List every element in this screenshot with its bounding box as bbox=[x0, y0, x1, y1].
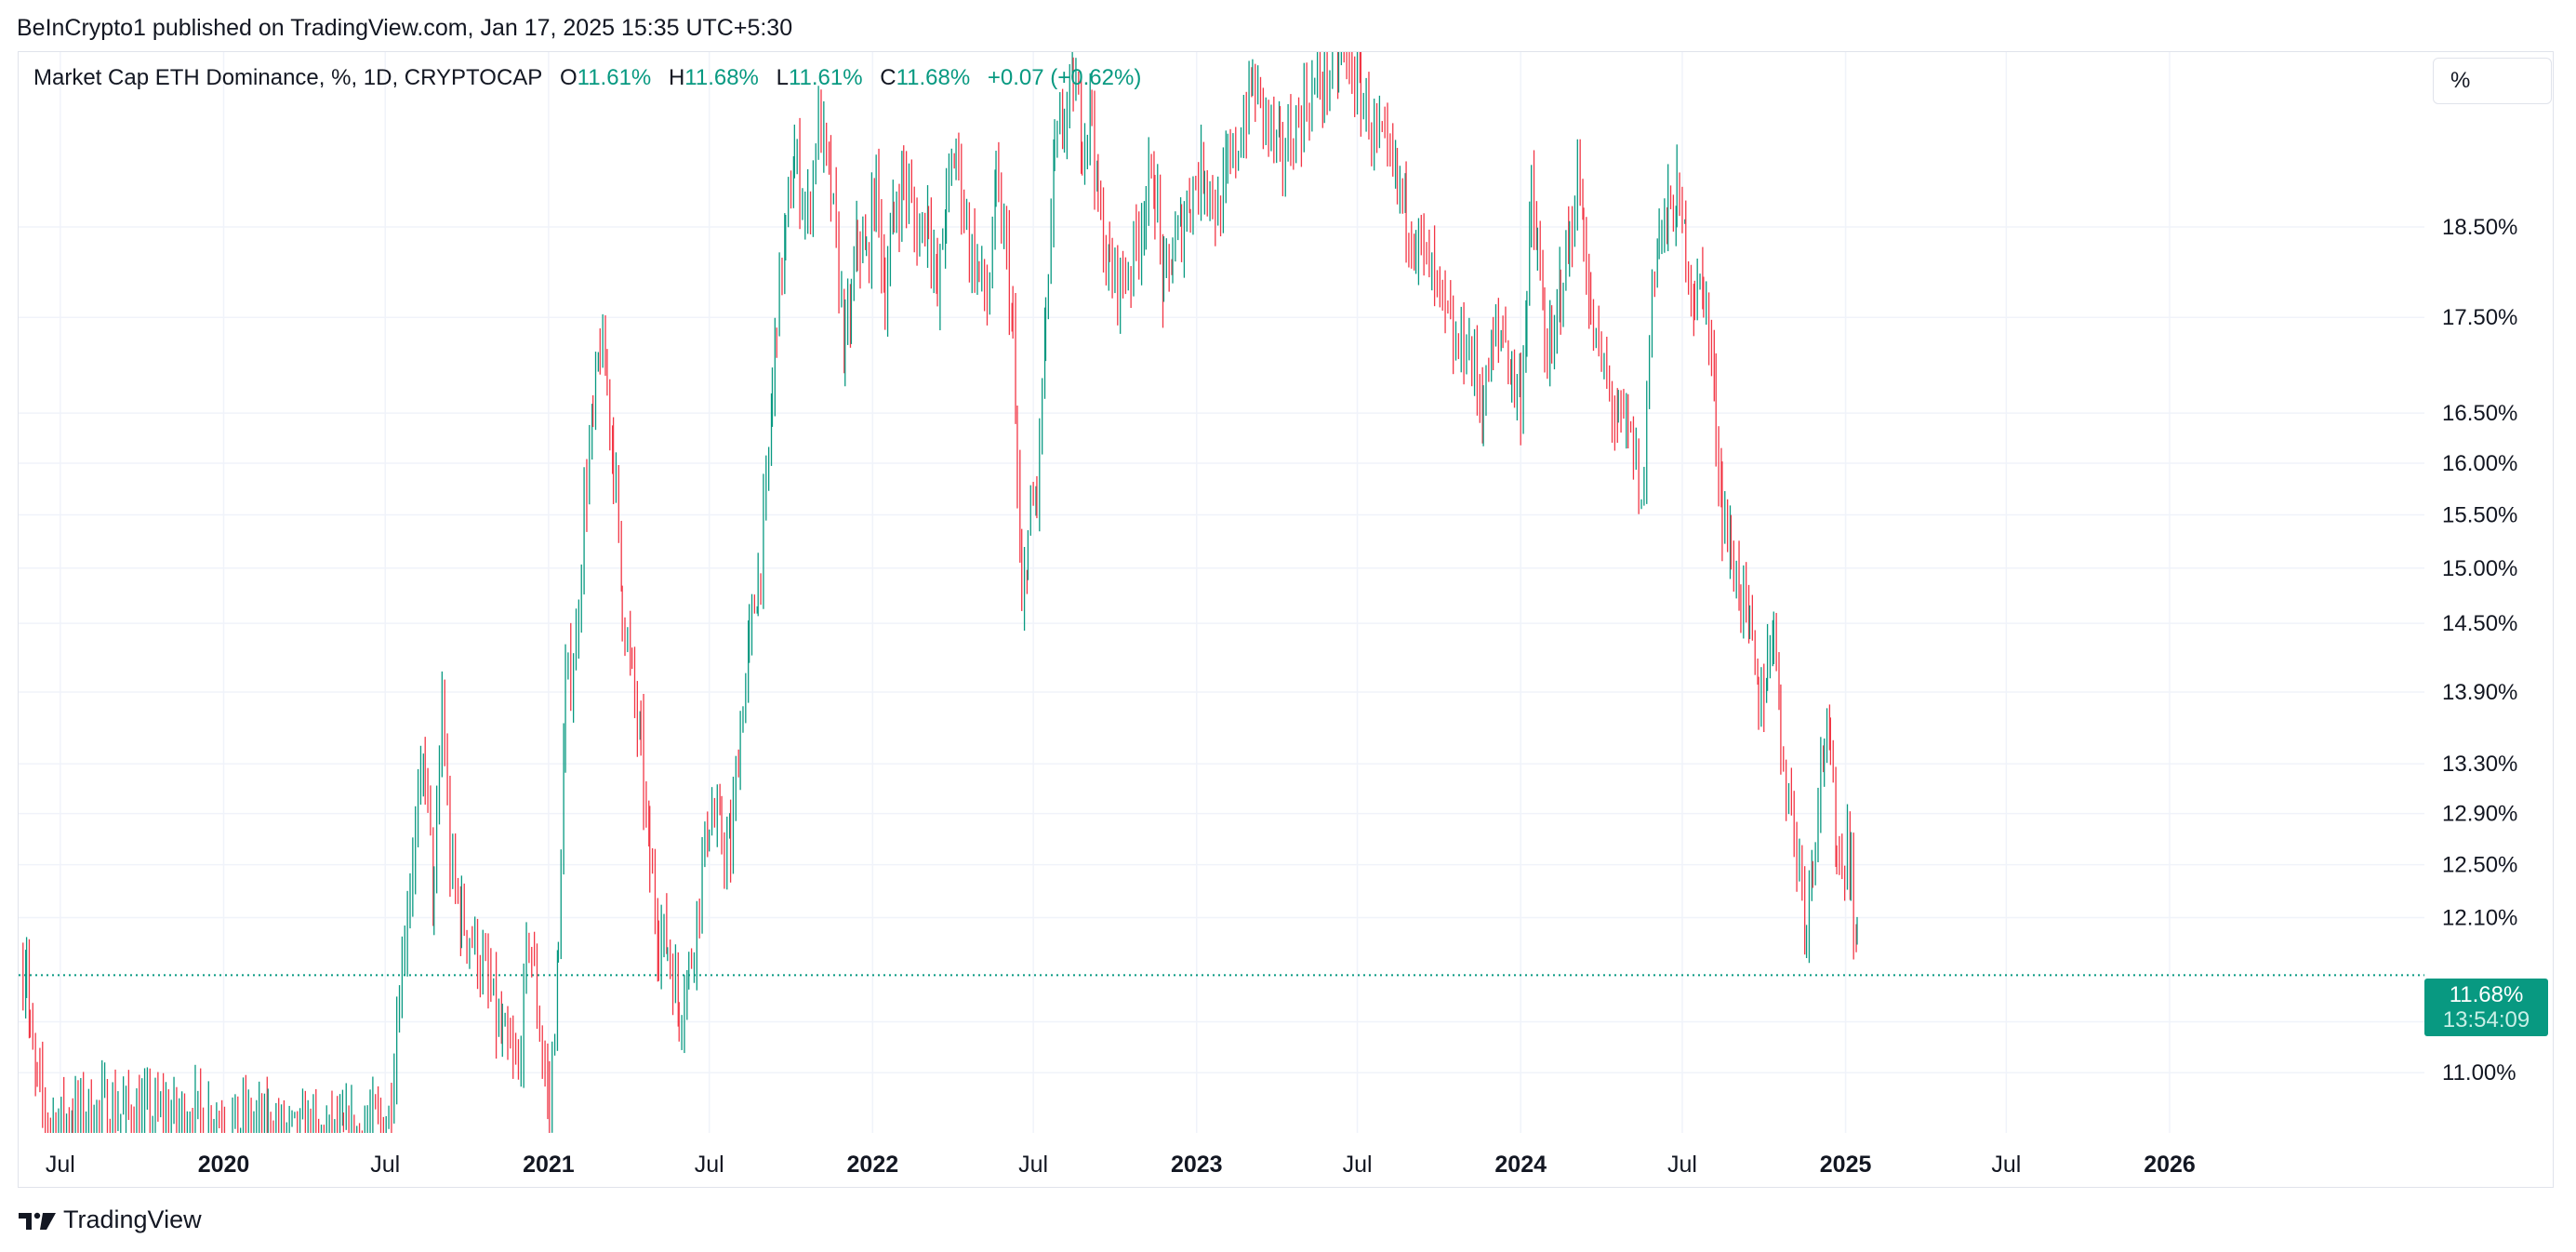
x-tick-label: 2021 bbox=[523, 1152, 575, 1178]
x-tick-label: Jul bbox=[370, 1152, 400, 1178]
scale-mode-button[interactable]: % bbox=[2433, 58, 2552, 104]
footer-brand: TradingView bbox=[63, 1205, 202, 1233]
y-tick-label: 18.50% bbox=[2442, 215, 2517, 240]
x-tick-label: Jul bbox=[1991, 1152, 2021, 1178]
price-axis[interactable]: 18.50% 17.50% 16.50% 16.00% 15.50% 15.00% 14.5… bbox=[2442, 215, 2517, 1086]
x-tick-label: Jul bbox=[1343, 1152, 1373, 1178]
chart-legend: Market Cap ETH Dominance, %, 1D, CRYPTOC… bbox=[33, 65, 1141, 91]
tradingview-logo[interactable]: TradingView bbox=[19, 1205, 202, 1234]
y-tick-label: 12.90% bbox=[2442, 802, 2517, 827]
y-tick-label: 15.50% bbox=[2442, 502, 2517, 527]
current-price-tag: 11.68% 13:54:09 bbox=[2424, 979, 2548, 1036]
y-tick-label: 16.50% bbox=[2442, 401, 2517, 426]
x-tick-label: Jul bbox=[1667, 1152, 1697, 1178]
x-tick-label: Jul bbox=[46, 1152, 75, 1178]
y-tick-label: 11.00% bbox=[2442, 1060, 2516, 1086]
x-tick-label: 2022 bbox=[847, 1152, 899, 1178]
legend-close-label: C bbox=[880, 65, 896, 90]
x-tick-label: Jul bbox=[1018, 1152, 1048, 1178]
x-tick-label: 2023 bbox=[1171, 1152, 1223, 1178]
legend-title: Market Cap ETH Dominance, %, 1D, CRYPTOC… bbox=[33, 65, 543, 90]
candles bbox=[22, 52, 1858, 1133]
chart-frame bbox=[18, 51, 2554, 1188]
legend-close-value: 11.68% bbox=[896, 65, 971, 90]
x-tick-label: 2020 bbox=[198, 1152, 250, 1178]
grid-lines bbox=[19, 52, 2424, 1133]
legend-low-label: L bbox=[776, 65, 789, 90]
y-tick-label: 12.50% bbox=[2442, 853, 2517, 878]
y-tick-label: 13.90% bbox=[2442, 680, 2517, 705]
legend-change-value: +0.07 (+0.62%) bbox=[987, 65, 1142, 90]
x-tick-label: 2025 bbox=[1820, 1152, 1872, 1178]
current-price-value: 11.68% bbox=[2449, 982, 2524, 1007]
y-tick-label: 17.50% bbox=[2442, 305, 2517, 330]
y-tick-label: 16.00% bbox=[2442, 451, 2517, 476]
legend-high-value: 11.68% bbox=[684, 65, 759, 90]
legend-high-label: H bbox=[668, 65, 685, 90]
x-tick-label: 2026 bbox=[2144, 1152, 2196, 1178]
x-tick-label: Jul bbox=[695, 1152, 724, 1178]
legend-low-value: 11.61% bbox=[788, 65, 863, 90]
y-tick-label: 15.00% bbox=[2442, 556, 2517, 581]
x-tick-label: 2024 bbox=[1494, 1152, 1547, 1178]
legend-open-label: O bbox=[559, 65, 578, 90]
y-tick-label: 14.50% bbox=[2442, 611, 2517, 636]
y-tick-label: 13.30% bbox=[2442, 752, 2517, 777]
legend-open-value: 11.61% bbox=[577, 65, 652, 90]
time-axis[interactable]: Jul 2020 Jul 2021 Jul 2022 Jul 2023 Jul 2024 Jul 20… bbox=[46, 1152, 2196, 1178]
y-tick-label: 12.10% bbox=[2442, 906, 2517, 931]
bar-countdown: 13:54:09 bbox=[2442, 1007, 2530, 1032]
publisher-line: BeInCrypto1 published on TradingView.com… bbox=[17, 15, 793, 41]
tradingview-logo-icon bbox=[19, 1212, 56, 1230]
